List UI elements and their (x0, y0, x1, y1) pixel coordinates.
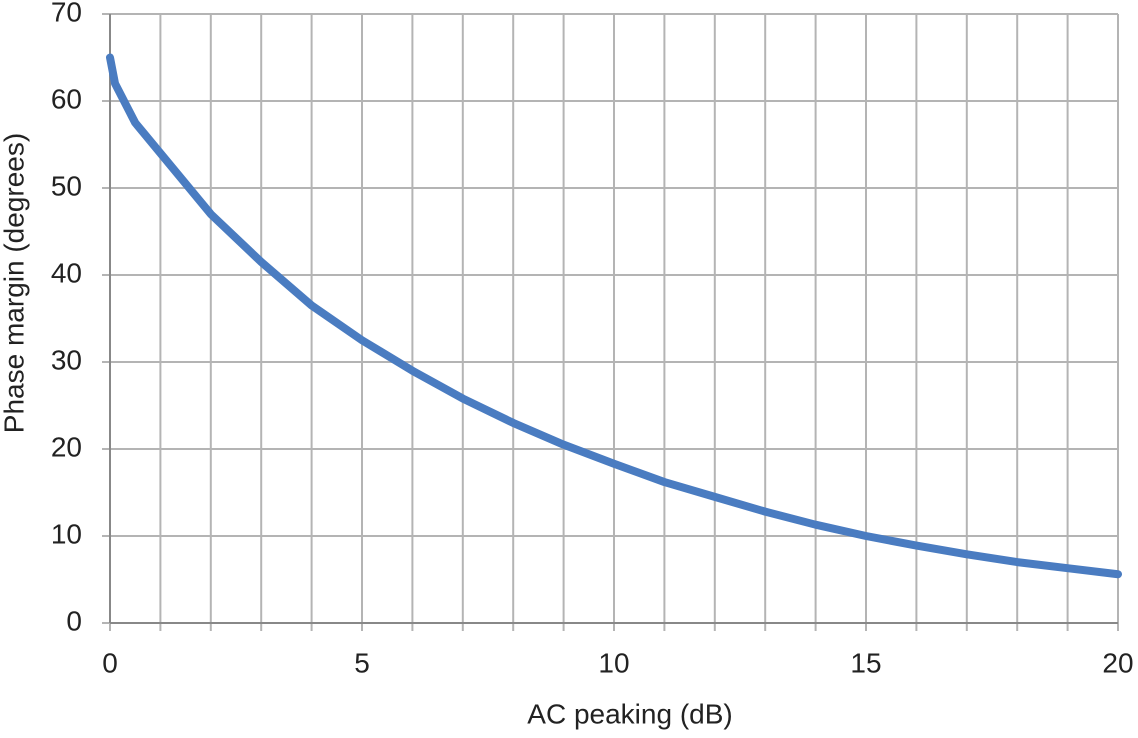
y-tick-label: 70 (51, 0, 82, 27)
y-axis-label: Phase margin (degrees) (0, 133, 29, 433)
y-tick-label: 40 (51, 257, 82, 288)
x-tick-label: 20 (1102, 647, 1133, 678)
x-tick-label: 10 (598, 647, 629, 678)
y-tick-label: 60 (51, 83, 82, 114)
x-tick-label: 0 (102, 647, 118, 678)
x-tick-label: 15 (850, 647, 881, 678)
x-tick-label: 5 (354, 647, 370, 678)
line-series (106, 53, 1122, 579)
y-tick-label: 10 (51, 518, 82, 549)
y-tick-label: 20 (51, 431, 82, 462)
y-tick-label: 30 (51, 344, 82, 375)
x-axis-label: AC peaking (dB) (527, 698, 732, 729)
y-tick-label: 50 (51, 170, 82, 201)
y-tick-label: 0 (66, 605, 82, 636)
